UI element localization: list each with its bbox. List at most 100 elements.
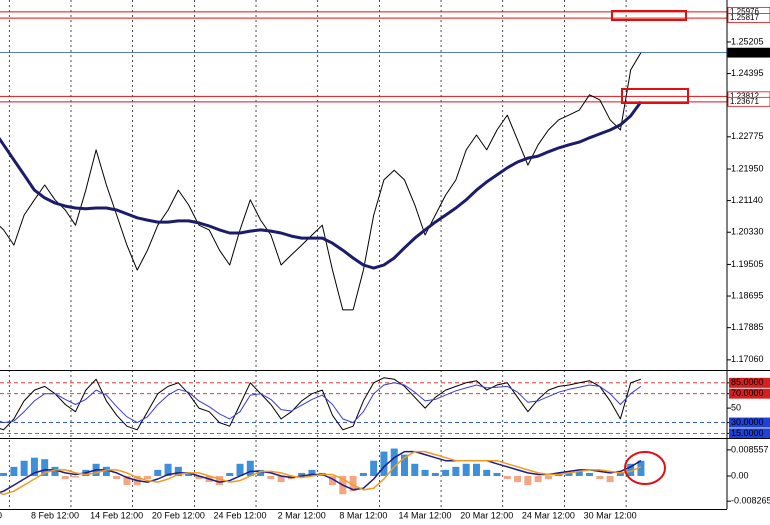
histogram-bar xyxy=(586,472,594,476)
histogram-bar xyxy=(113,475,121,480)
histogram-bar xyxy=(606,475,614,483)
y-tick-label: 70.0000 xyxy=(731,388,764,398)
x-tick-label: 20 Feb 12:00 xyxy=(152,510,205,520)
x-tick-label: 30 Mar 12:00 xyxy=(584,510,637,520)
x-tick-label: 14 Mar 12:00 xyxy=(399,510,452,520)
series-line xyxy=(0,382,642,424)
histogram-bar xyxy=(30,457,38,476)
level-label-box xyxy=(729,388,770,399)
grid-layer xyxy=(0,0,727,509)
y-tick-label: 50 xyxy=(731,402,741,412)
histogram-bar xyxy=(380,451,388,476)
plot-layer xyxy=(0,52,645,496)
histogram-bar xyxy=(534,475,542,483)
highlight-box xyxy=(611,10,687,21)
histogram-bar xyxy=(472,463,480,476)
histogram-bar xyxy=(195,475,203,480)
histogram-bar xyxy=(123,475,131,486)
histogram-bar xyxy=(514,475,522,483)
histogram-bar xyxy=(298,472,306,476)
y-tick-label: 1.20330 xyxy=(731,227,764,237)
price-level-label: 1.24931 xyxy=(730,48,759,57)
histogram-bar xyxy=(246,460,254,476)
histogram-bar xyxy=(442,469,450,476)
histogram-bar xyxy=(329,475,337,486)
y-tick-label: 0.008557 xyxy=(731,444,769,454)
histogram-bar xyxy=(102,466,110,476)
histogram-bar xyxy=(627,463,635,476)
x-tick-label: 8 Mar 12:00 xyxy=(339,510,387,520)
y-tick-label: 1.18695 xyxy=(731,290,764,300)
histogram-bar xyxy=(174,466,182,476)
histogram-bar xyxy=(431,472,439,476)
price-level-box xyxy=(727,96,770,107)
histogram-bar xyxy=(277,475,285,483)
x-tick-label: 14 Feb 12:00 xyxy=(90,510,143,520)
y-tick-label: 1.21140 xyxy=(731,195,763,205)
price-level-box xyxy=(727,47,770,58)
histogram-bar xyxy=(503,475,511,480)
x-tick-label: 24 Mar 12:00 xyxy=(522,510,575,520)
histogram-bar xyxy=(565,472,573,476)
highlight-ellipse xyxy=(624,451,666,485)
histogram-bar xyxy=(483,469,491,476)
y-tick-label: 1.21950 xyxy=(731,163,764,173)
series-line xyxy=(0,101,643,270)
price-level-box xyxy=(727,13,770,23)
histogram-bar xyxy=(349,475,357,492)
price-level-label: 1.25976 xyxy=(730,7,759,16)
histogram-bar xyxy=(164,463,172,476)
y-tick-label: 0.00 xyxy=(731,470,749,480)
price-level-label: 1.25817 xyxy=(730,13,759,22)
level-label-box xyxy=(729,417,770,428)
histogram-bar xyxy=(0,472,8,476)
histogram-bar xyxy=(154,469,162,476)
histogram-bar xyxy=(72,475,80,478)
histogram-bar xyxy=(462,463,470,476)
x-tick-label: 2:00 xyxy=(0,510,2,520)
histogram-bar xyxy=(61,475,69,480)
axis-layer: 2:00 8 Feb 12:00 14 Feb 12:00 20 Feb 12:00 2… xyxy=(0,6,770,520)
series-line xyxy=(0,52,642,311)
histogram-bar xyxy=(359,472,367,476)
histogram-bar xyxy=(493,472,501,476)
histogram-bar xyxy=(267,475,275,480)
histogram-bar xyxy=(616,472,624,476)
histogram-bar xyxy=(452,466,460,476)
y-tick-label: 1.22775 xyxy=(731,131,764,141)
price-level-label: 1.23812 xyxy=(730,91,759,100)
histogram-bar xyxy=(51,466,59,476)
x-tick-label: 2 Mar 12:00 xyxy=(278,510,326,520)
y-tick-label: 15.0000 xyxy=(731,428,764,438)
y-tick-label: 30.0000 xyxy=(731,417,764,427)
x-tick-label: 24 Feb 12:00 xyxy=(213,510,266,520)
highlight-box xyxy=(621,88,689,104)
histogram-bar xyxy=(411,463,419,476)
y-tick-label: -0.008265 xyxy=(731,496,770,506)
y-tick-label: 1.25205 xyxy=(731,36,764,46)
x-tick-label: 20 Mar 12:00 xyxy=(460,510,513,520)
histogram-bar xyxy=(20,460,28,476)
histogram-bar xyxy=(215,475,223,486)
histogram-bar xyxy=(257,469,265,476)
histogram-bar xyxy=(596,475,604,480)
histogram-bar xyxy=(575,469,583,476)
histogram-bar xyxy=(144,475,151,480)
histogram-bar xyxy=(390,448,398,476)
level-label-box xyxy=(729,428,770,439)
y-tick-label: 1.24395 xyxy=(731,68,764,78)
series-line xyxy=(0,450,642,496)
histogram-bar xyxy=(10,466,18,476)
histogram-bar xyxy=(421,469,429,476)
price-level-label: 1.23671 xyxy=(730,97,759,106)
x-tick-label: 8 Feb 12:00 xyxy=(31,510,79,520)
y-tick-label: 1.17885 xyxy=(731,322,764,332)
histogram-bar xyxy=(401,454,408,476)
y-tick-label: 1.19505 xyxy=(731,259,764,269)
y-tick-label: 85.0000 xyxy=(731,377,764,387)
histogram-bar xyxy=(41,459,49,476)
histogram-bar xyxy=(544,475,552,480)
histogram-bar xyxy=(637,460,645,476)
